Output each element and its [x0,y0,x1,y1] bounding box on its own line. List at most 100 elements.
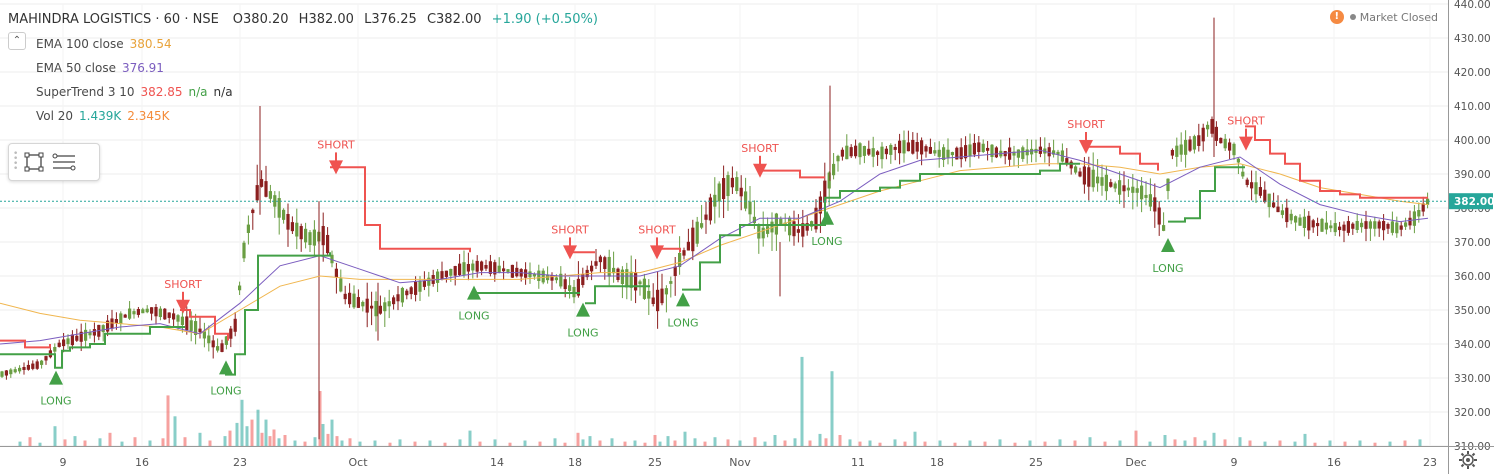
candle-body [1377,221,1381,229]
candle-body [717,183,721,202]
candle-body [1122,185,1126,192]
candle-body [202,331,206,339]
candle-body [356,297,360,308]
candle-body [1421,203,1425,212]
candle-body [704,214,708,220]
candle-body [1236,158,1240,163]
candle-body [906,142,910,152]
candle-body [1386,223,1390,229]
candle-body [453,266,457,276]
market-status: ! Market Closed [1329,10,1438,24]
volume-bar [1163,435,1167,446]
lines-tool-icon[interactable] [49,147,79,177]
candle-body [823,180,827,203]
volume-bar [228,430,232,446]
candle-body [1096,176,1100,184]
volume-ma-value: 2.345K [127,109,170,123]
open-value: O380.20 [232,12,289,27]
volume-bar [563,442,567,446]
long-signal-marker [820,210,834,225]
volume-bar [1303,433,1307,446]
candle-body [515,267,519,277]
volume-bar [108,432,112,446]
gear-icon[interactable] [1458,450,1478,470]
candle-body [22,367,26,370]
candle-body [928,146,932,154]
indicator-ema50[interactable]: EMA 50 close 376.91 [8,56,604,80]
indicator-ema100[interactable]: EMA 100 close 380.54 [8,32,604,56]
candle-body [220,343,224,352]
volume-bar [1343,441,1347,446]
candle-body [1320,218,1324,232]
warning-icon[interactable]: ! [1329,10,1344,24]
volume-bar [1278,440,1282,446]
rectangle-tool-icon[interactable] [19,147,49,177]
candle-body [594,261,598,266]
volume-bar [693,438,697,446]
volume-bar [1013,442,1017,446]
candle-body [964,145,968,159]
symbol-row: MAHINDRA LOGISTICS · 60 · NSE O380.20 H3… [8,8,604,32]
candle-body [779,218,783,226]
candle-body [1307,215,1311,231]
candle-body [726,175,730,197]
candle-body [884,148,888,155]
candle-body [832,163,836,176]
indicator-name: EMA 100 close [36,37,124,51]
status-dot-icon [1349,14,1356,20]
candle-body [700,223,704,228]
candle-body [1324,222,1328,230]
candle-body [290,222,294,232]
supertrend-long-line [585,285,650,305]
drag-handle-icon[interactable]: • • • • [13,149,19,174]
x-tick-label: 14 [490,456,504,469]
volume-bar [903,441,907,446]
candle-body [880,146,884,160]
candle-body [554,277,558,281]
chevron-up-icon[interactable]: ⌃ [8,32,26,50]
candle-body [484,265,488,269]
candle-body [867,148,871,155]
candle-body [1166,178,1170,192]
candle-body [810,221,814,227]
indicator-volume[interactable]: Vol 20 1.439K 2.345K [8,104,604,128]
candle-body [312,229,316,246]
volume-bar [808,440,812,446]
candle-body [462,262,466,275]
candle-body [713,194,717,207]
volume-bar [348,438,352,446]
candle-body [1267,193,1271,208]
candle-body [62,339,66,347]
candle-body [277,198,281,218]
candle-body [898,140,902,154]
candle-body [893,146,897,150]
volume-bar [726,439,730,446]
chart-legend: MAHINDRA LOGISTICS · 60 · NSE O380.20 H3… [8,8,604,128]
long-signal-label: LONG [40,395,71,408]
candle-body [70,334,74,346]
candle-body [1091,169,1095,188]
symbol-title[interactable]: MAHINDRA LOGISTICS · 60 · NSE [8,12,219,27]
supertrend-value: 382.85 [140,85,183,99]
volume-bar [1313,442,1317,446]
volume-bar [1134,430,1138,446]
volume-bar [264,419,268,446]
short-signal-label: SHORT [317,138,355,151]
candle-body [827,172,831,189]
indicator-supertrend[interactable]: SuperTrend 3 10 382.85 n/a n/a [8,80,604,104]
candle-body [66,338,70,345]
candle-body [458,263,462,276]
volume-bar [848,439,852,446]
volume-bar [598,440,602,446]
volume-bar [868,440,872,446]
candle-body [682,250,686,256]
volume-bar [1173,439,1177,446]
candle-body [642,278,646,299]
market-status-text: Market Closed [1359,10,1438,24]
volume-bar [1293,441,1297,446]
volume-bar [1403,440,1407,446]
candle-body [818,196,822,214]
candle-body [40,360,44,365]
